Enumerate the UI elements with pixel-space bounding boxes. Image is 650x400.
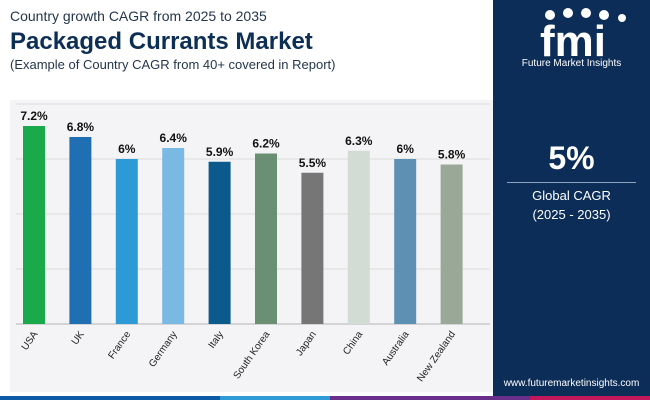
x-tick-label: South Korea xyxy=(232,329,273,381)
x-tick-label: UK xyxy=(70,329,87,347)
bar xyxy=(115,159,138,324)
strip-segment xyxy=(220,396,330,400)
bar xyxy=(162,148,185,324)
chart-caption: (Example of Country CAGR from 40+ covere… xyxy=(10,57,336,72)
bar xyxy=(394,159,417,324)
data-label: 6.8% xyxy=(67,120,95,134)
bar xyxy=(301,172,324,324)
header: Country growth CAGR from 2025 to 2035 Pa… xyxy=(0,0,493,100)
global-cagr-value: 5% xyxy=(548,140,595,176)
bar xyxy=(440,164,463,324)
x-tick-label: Germany xyxy=(147,329,180,369)
page-title: Packaged Currants Market xyxy=(10,28,313,55)
fmi-logo: fmi xyxy=(540,8,626,66)
data-label: 7.2% xyxy=(20,109,48,123)
data-label: 6% xyxy=(397,142,415,156)
x-tick-label: USA xyxy=(20,329,41,352)
website-link[interactable]: www.futuremarketinsights.com xyxy=(503,378,640,389)
strip-segment xyxy=(330,396,530,400)
bar xyxy=(69,137,92,324)
strip-segment xyxy=(530,396,650,400)
x-tick-label: Australia xyxy=(380,329,412,368)
bar xyxy=(208,161,231,324)
bar xyxy=(347,150,370,324)
x-tick-label: New Zealand xyxy=(415,329,458,384)
strip-segment xyxy=(0,396,220,400)
data-label: 6.4% xyxy=(160,131,188,145)
data-label: 6.2% xyxy=(252,137,280,151)
data-label: 5.5% xyxy=(299,156,327,170)
global-cagr-period: (2025 - 2035) xyxy=(532,207,611,222)
x-tick-label: China xyxy=(341,329,365,357)
x-tick-label: Japan xyxy=(294,329,319,358)
bar xyxy=(23,126,45,324)
logo-caption: Future Market Insights xyxy=(521,58,622,69)
bar-chart: 7.2% USA 6.8% UK 6% France 6.4% Germany 5.9% Ital… xyxy=(16,103,490,384)
data-label: 5.9% xyxy=(206,145,234,159)
data-label: 6.3% xyxy=(345,134,373,148)
side-panel: fmi Future Market Insights 5% Global CAG… xyxy=(493,0,650,400)
global-cagr-label: Global CAGR xyxy=(532,188,611,203)
x-tick-label: France xyxy=(106,329,133,361)
logo-wordmark: fmi xyxy=(540,17,606,66)
divider xyxy=(507,182,636,183)
data-label: 5.8% xyxy=(438,148,466,162)
chart-subtitle: Country growth CAGR from 2025 to 2035 xyxy=(10,8,267,24)
bottom-color-strip xyxy=(0,396,650,400)
data-label: 6% xyxy=(118,142,136,156)
chart-panel: 7.2% USA 6.8% UK 6% France 6.4% Germany 5.9% Ital… xyxy=(10,100,493,392)
x-tick-label: Italy xyxy=(207,329,227,350)
bar xyxy=(255,153,277,324)
